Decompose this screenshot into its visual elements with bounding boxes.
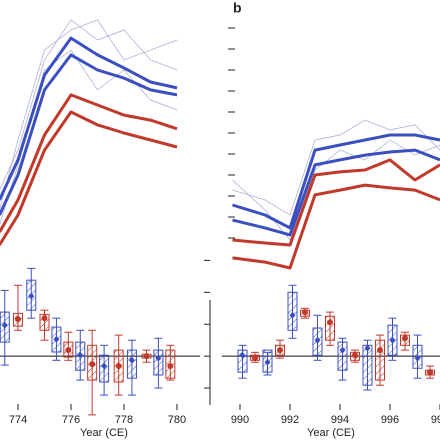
line — [0, 36, 178, 201]
median-marker — [339, 346, 346, 354]
median-marker — [77, 351, 84, 359]
median-marker — [327, 319, 333, 326]
line — [232, 183, 440, 270]
x-tick-label: 994 — [331, 414, 349, 426]
box — [39, 313, 50, 331]
x-tick-label: 998 — [431, 414, 440, 426]
median-marker — [264, 358, 271, 366]
median-marker — [28, 292, 35, 300]
box — [287, 291, 298, 331]
panel: 774 776 778 780 Year (CE) — [0, 19, 200, 439]
x-tick-label: 780 — [168, 414, 186, 426]
median-marker — [389, 336, 396, 344]
median-marker — [252, 355, 258, 362]
box — [375, 339, 385, 381]
line — [0, 19, 178, 210]
median-marker — [414, 354, 421, 362]
x-tick-label: 778 — [115, 414, 133, 426]
x-tick-label: 774 — [9, 414, 27, 426]
median-marker — [239, 351, 246, 359]
median-marker — [115, 363, 122, 370]
box — [153, 349, 164, 376]
line — [0, 53, 178, 216]
median-marker — [155, 354, 162, 362]
box — [337, 341, 348, 371]
line — [232, 133, 440, 230]
x-tick-label: 992 — [281, 414, 299, 426]
line — [0, 49, 178, 225]
median-marker — [143, 353, 150, 360]
median-marker — [89, 361, 96, 368]
median-marker — [364, 344, 371, 352]
x-axis-label: Year (CE) — [80, 427, 128, 439]
x-tick-label: 990 — [231, 414, 249, 426]
median-marker — [1, 321, 8, 329]
x-tick-label: 776 — [62, 414, 80, 426]
line — [232, 148, 440, 237]
box — [126, 349, 137, 379]
median-marker — [15, 316, 22, 323]
x-axis-label: Year (CE) — [307, 427, 355, 439]
median-marker — [41, 315, 48, 322]
median-marker — [128, 356, 135, 364]
line — [232, 119, 440, 216]
median-marker — [402, 335, 408, 342]
median-marker — [167, 363, 174, 370]
line — [232, 158, 440, 247]
plot-area — [0, 19, 200, 416]
median-marker — [101, 362, 108, 370]
panel: b 990 992 994 996 998 Year (CE) — [204, 0, 440, 439]
line — [0, 110, 178, 246]
median-marker — [377, 347, 383, 354]
median-marker — [314, 336, 321, 344]
median-marker — [65, 347, 72, 354]
box — [237, 349, 248, 373]
median-marker — [427, 369, 433, 376]
median-marker — [352, 352, 358, 359]
median-marker — [53, 335, 60, 343]
median-marker — [302, 309, 308, 316]
panel-label: b — [233, 0, 242, 16]
median-marker — [277, 347, 283, 354]
plot-area — [222, 119, 440, 391]
line — [0, 93, 178, 233]
median-marker — [289, 311, 296, 319]
line — [0, 19, 178, 190]
x-tick-label: 996 — [381, 414, 399, 426]
box — [325, 315, 335, 341]
